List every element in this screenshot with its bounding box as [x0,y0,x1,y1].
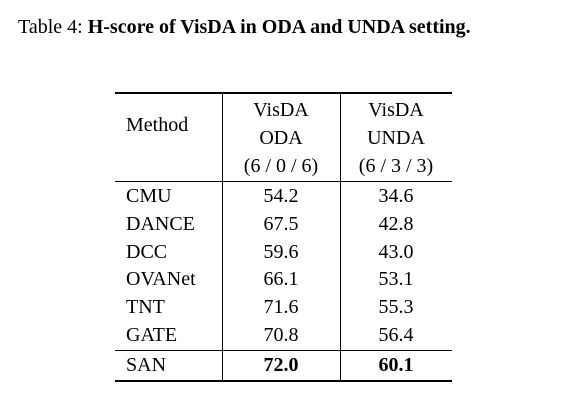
unda-cell: 60.1 [378,354,414,376]
oda-cell: 70.8 [263,324,299,346]
header-line: UNDA [367,127,425,149]
header-rule [115,181,452,182]
header-method: Method [126,114,189,136]
oda-cell: 71.6 [263,296,299,319]
caption: Table 4: H-score of VisDA in ODA and UND… [18,16,471,39]
oda-cell: 67.5 [263,212,299,235]
mid-rule [115,350,452,351]
caption-label: Table 4: [18,16,83,38]
caption-text: H-score of VisDA in ODA and UNDA setting… [87,16,471,38]
column-divider [222,93,223,381]
unda-cell: 53.1 [378,268,414,291]
oda-cell: 66.1 [263,268,299,291]
bottom-rule [115,380,452,382]
method-cell: CMU [126,185,172,207]
header-line: (6 / 3 / 3) [358,155,434,177]
header-line: VisDA [253,99,309,121]
unda-cell: 56.4 [378,324,414,346]
method-cell: GATE [126,324,178,346]
oda-cell: 72.0 [263,354,299,376]
oda-cell: 54.2 [263,185,299,207]
method-cell: DANCE [126,212,195,235]
top-rule [115,92,452,94]
method-cell: SAN [126,354,167,376]
method-cell: DCC [126,240,168,263]
unda-cell: 55.3 [378,296,414,319]
header-line: (6 / 0 / 6) [243,155,319,177]
method-cell: TNT [126,296,165,319]
header-line: ODA [259,127,303,149]
header-line: VisDA [368,99,424,121]
oda-cell: 59.6 [263,240,299,263]
method-cell: OVANet [126,268,196,291]
column-divider [340,93,341,381]
unda-cell: 43.0 [378,240,414,263]
unda-cell: 34.6 [378,185,414,207]
unda-cell: 42.8 [378,212,414,235]
